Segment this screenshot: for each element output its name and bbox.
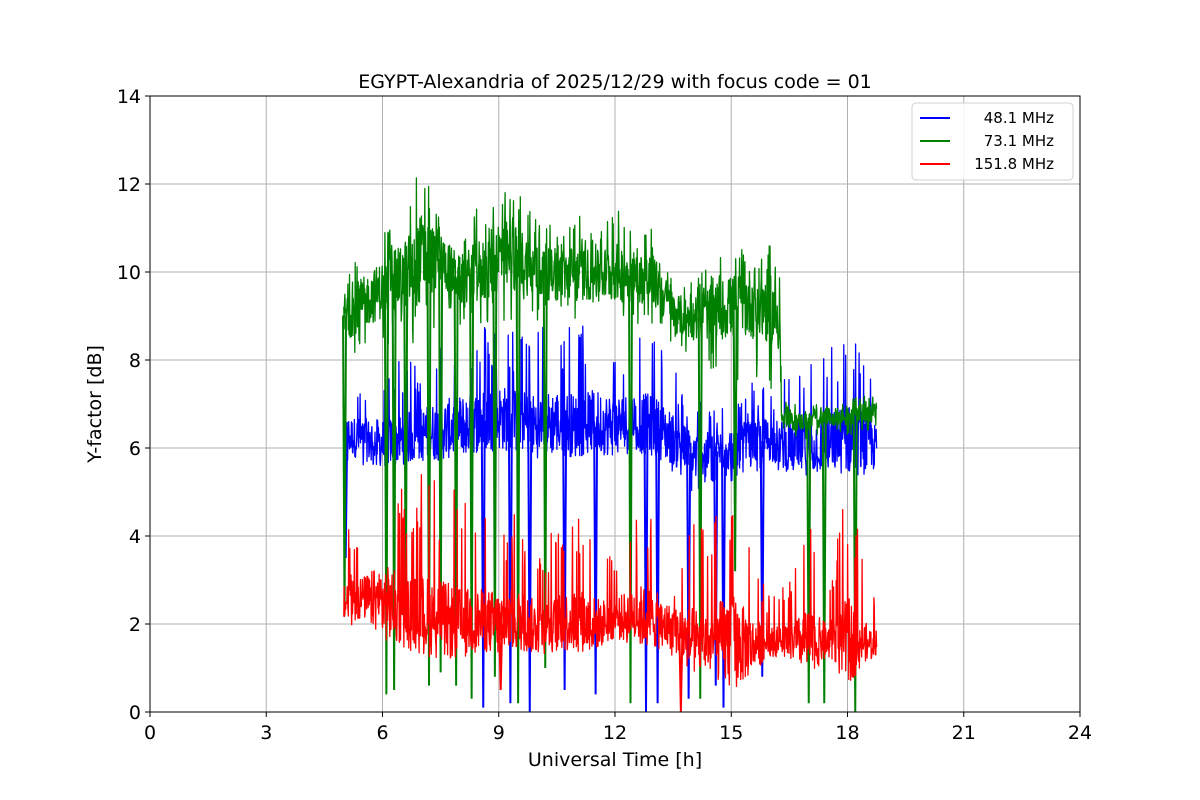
y-tick-label: 14 xyxy=(117,86,141,108)
y-tick-label: 4 xyxy=(129,526,141,548)
series-line xyxy=(343,177,878,440)
series-dropout xyxy=(678,633,684,713)
series-dropout xyxy=(593,421,599,695)
legend-label: 73.1 MHz xyxy=(984,132,1054,150)
x-tick-label: 15 xyxy=(719,722,743,744)
series-dropout xyxy=(562,423,568,691)
y-tick-label: 6 xyxy=(129,438,141,460)
series-dropout xyxy=(721,449,726,708)
x-tick-label: 9 xyxy=(493,722,505,744)
x-tick-label: 6 xyxy=(376,722,388,744)
series-dropout xyxy=(480,420,486,708)
y-axis-label: Y-factor [dB] xyxy=(84,345,106,464)
series-dropout xyxy=(542,273,548,669)
x-tick-label: 0 xyxy=(144,722,156,744)
series-dropout xyxy=(655,428,661,704)
legend-item: 48.1 MHz xyxy=(920,109,1054,127)
series-dropout xyxy=(453,276,459,686)
y-tick-label: 12 xyxy=(117,174,141,196)
series-dropout xyxy=(821,418,827,704)
series-dropout xyxy=(492,257,498,677)
y-tick-label: 8 xyxy=(129,350,141,372)
series-73-1-mhz xyxy=(342,177,878,713)
series-dropout xyxy=(438,258,444,673)
x-axis-label: Universal Time [h] xyxy=(528,749,702,771)
series-dropout xyxy=(759,440,765,677)
series-dropout xyxy=(732,306,738,572)
x-tick-label: 18 xyxy=(835,722,859,744)
plot-area xyxy=(342,177,878,713)
series-dropout xyxy=(391,281,397,691)
series-line xyxy=(343,325,878,492)
series-dropout xyxy=(628,275,633,704)
x-tick-label: 3 xyxy=(260,722,272,744)
series-dropout xyxy=(806,421,812,704)
series-dropout xyxy=(686,453,692,699)
series-dropout xyxy=(498,623,504,691)
x-tick-label: 24 xyxy=(1068,722,1092,744)
series-dropout xyxy=(401,535,407,612)
legend-label: 151.8 MHz xyxy=(974,155,1054,173)
series-dropout xyxy=(426,258,432,686)
y-tick-label: 10 xyxy=(117,262,141,284)
legend-item: 151.8 MHz xyxy=(920,155,1054,173)
x-tick-label: 21 xyxy=(952,722,976,744)
series-dropout xyxy=(469,275,475,699)
legend: 48.1 MHz 73.1 MHz 151.8 MHz xyxy=(911,102,1074,181)
series-151-8-mhz xyxy=(343,473,878,713)
chart-title: EGYPT-Alexandria of 2025/12/29 with focu… xyxy=(358,71,872,93)
y-tick-label: 2 xyxy=(129,614,141,636)
series-dropout xyxy=(515,258,521,704)
legend-box xyxy=(911,102,1074,181)
y-tick-label: 0 xyxy=(129,702,141,724)
legend-item: 73.1 MHz xyxy=(920,132,1054,150)
series-dropout xyxy=(383,286,389,695)
legend-label: 48.1 MHz xyxy=(984,109,1054,127)
series-dropout xyxy=(527,424,533,713)
series-dropout xyxy=(643,424,649,713)
series-dropout xyxy=(697,316,703,699)
x-tick-label: 12 xyxy=(603,722,627,744)
series-line xyxy=(343,473,878,688)
series-dropout xyxy=(507,419,513,704)
